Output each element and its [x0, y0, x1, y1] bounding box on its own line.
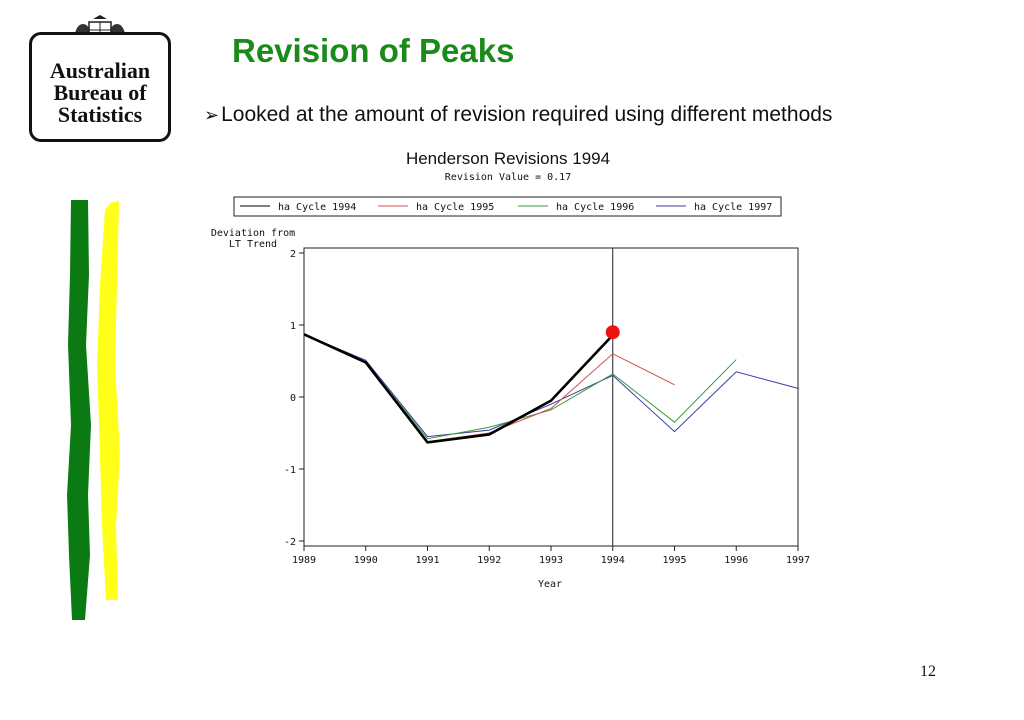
plot-frame [303, 247, 799, 547]
logo-frame [29, 32, 171, 142]
chart-title: Henderson Revisions 1994 [406, 149, 610, 168]
series-line-ha-cycle-1997 [303, 333, 799, 438]
x-tick-label: 1996 [724, 555, 748, 566]
legend-label: ha Cycle 1995 [416, 202, 494, 213]
x-tick-label: 1994 [601, 555, 625, 566]
y-tick-label: -1 [284, 465, 296, 476]
x-tick-label: 1992 [477, 555, 501, 566]
series-line-ha-cycle-1995 [303, 333, 675, 443]
x-tick-label: 1997 [786, 555, 810, 566]
y-tick-label: 1 [290, 321, 296, 332]
legend-label: ha Cycle 1994 [278, 202, 356, 213]
yellow-stripe [97, 201, 120, 600]
bullet-text: Looked at the amount of revision require… [221, 103, 833, 126]
slide-title: Revision of Peaks [232, 32, 515, 69]
x-axis-label: Year [538, 579, 562, 590]
y-tick-label: 0 [290, 393, 296, 404]
green-stripe [67, 200, 91, 620]
chart-legend: ha Cycle 1994 ha Cycle 1995 ha Cycle 1996 h… [233, 196, 782, 217]
page-number: 12 [920, 663, 936, 680]
revision-chart: Henderson Revisions 1994 Revision Value … [211, 149, 810, 590]
arrow-bullet-icon: ➢ [204, 105, 220, 125]
abs-logo: Australian Bureau of Statistics [29, 14, 171, 142]
y-tick-label: -2 [284, 537, 296, 548]
x-tick-label: 1990 [354, 555, 378, 566]
chart-series [303, 325, 799, 444]
x-tick-label: 1991 [415, 555, 439, 566]
legend-label: ha Cycle 1996 [556, 202, 634, 213]
legend-label: ha Cycle 1997 [694, 202, 772, 213]
y-axis-label-line2: LT Trend [229, 239, 277, 250]
chart-axes: 2 1 0 -1 -2 1989 1990 1991 1992 1993 1994 1995 1996 1… [284, 248, 810, 566]
bullet-point: ➢Looked at the amount of revision requir… [204, 103, 832, 127]
y-axis-label-line1: Deviation from [211, 228, 295, 239]
logo-wordmark: Australian Bureau of Statistics [49, 58, 151, 127]
decorative-stripes [67, 200, 120, 620]
x-tick-label: 1989 [292, 555, 316, 566]
series-line-ha-cycle-1994 [303, 333, 614, 444]
chart-subtitle: Revision Value = 0.17 [445, 172, 571, 183]
y-tick-label: 2 [290, 249, 296, 260]
x-tick-label: 1993 [539, 555, 563, 566]
series-line-ha-cycle-1996 [303, 333, 737, 440]
legend-box [233, 196, 782, 217]
peak-marker-dot [605, 325, 620, 340]
x-tick-label: 1995 [662, 555, 686, 566]
